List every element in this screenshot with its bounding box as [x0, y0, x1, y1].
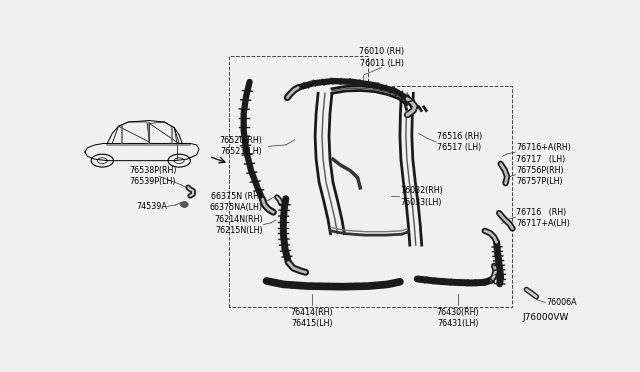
Text: 76716   (RH)
76717+A(LH): 76716 (RH) 76717+A(LH) — [516, 208, 570, 228]
Text: J76000VW: J76000VW — [522, 314, 568, 323]
Text: 76010 (RH)
76011 (LH): 76010 (RH) 76011 (LH) — [359, 48, 404, 68]
Text: 76430(RH)
76431(LH): 76430(RH) 76431(LH) — [436, 308, 479, 328]
Text: 76006A: 76006A — [547, 298, 577, 307]
Text: 76214N(RH)
76215N(LH): 76214N(RH) 76215N(LH) — [214, 215, 262, 235]
Text: 76516 (RH)
76517 (LH): 76516 (RH) 76517 (LH) — [437, 132, 483, 152]
Text: 76032(RH)
76033(LH): 76032(RH) 76033(LH) — [400, 186, 443, 206]
Text: 66375N (RH)
66375NA(LH): 66375N (RH) 66375NA(LH) — [209, 192, 262, 212]
Text: 76414(RH)
76415(LH): 76414(RH) 76415(LH) — [291, 308, 333, 328]
Text: 74539A: 74539A — [136, 202, 167, 211]
Text: 76716+A(RH)
76717   (LH): 76716+A(RH) 76717 (LH) — [516, 144, 572, 164]
Text: 76538P(RH)
76539P(LH): 76538P(RH) 76539P(LH) — [129, 166, 177, 186]
Text: 76520(RH)
76521(LH): 76520(RH) 76521(LH) — [220, 136, 262, 156]
Text: 76756P(RH)
76757P(LH): 76756P(RH) 76757P(LH) — [516, 166, 564, 186]
